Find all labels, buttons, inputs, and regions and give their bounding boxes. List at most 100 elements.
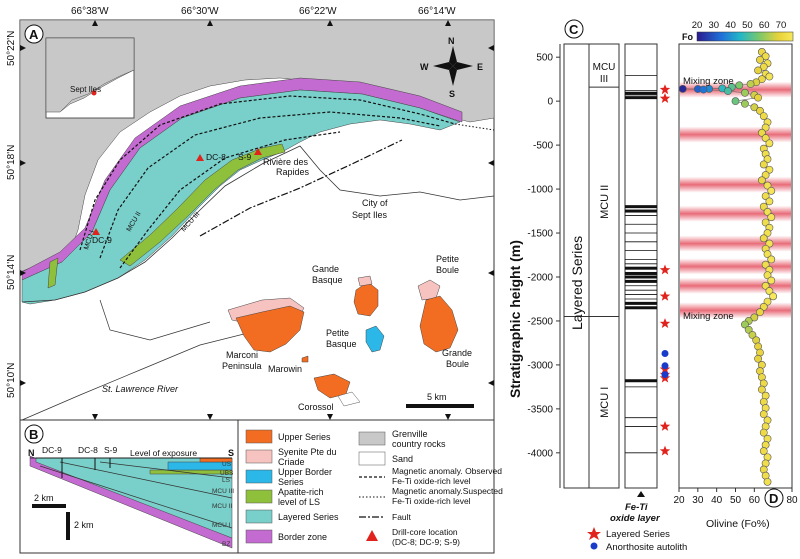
y-tick-label: -3500 xyxy=(527,404,553,415)
olivine-point xyxy=(744,325,753,334)
label-petite-basque-2: Basque xyxy=(326,339,357,349)
lat-label-1: 50°18'N xyxy=(6,145,17,180)
section-dc8: DC-8 xyxy=(78,445,98,455)
legend-drill-1: Drill-core location xyxy=(392,527,458,537)
magnetic-anomaly-observed-3 xyxy=(119,131,341,269)
anorthosite-dot xyxy=(661,371,669,379)
colorbar-tick-label: 60 xyxy=(759,20,770,31)
grande-boule xyxy=(419,295,459,353)
olivine-point xyxy=(759,202,768,211)
section-dc9: DC-9 xyxy=(42,445,62,455)
section-layer-ls: LS xyxy=(222,477,231,484)
petite-basque xyxy=(365,325,385,353)
label-city-2: Sept Iles xyxy=(352,210,388,220)
olivine-point xyxy=(746,80,755,88)
column-ylabel: Stratigraphic height (m) xyxy=(507,240,523,398)
olivine-xlabel: Olivine (Fo%) xyxy=(706,518,770,530)
label-river: St. Lawrence River xyxy=(102,384,179,394)
legend-drill-2: (DC-8; DC-9; S-9) xyxy=(392,537,460,547)
colorbar-tick-label: 20 xyxy=(692,20,703,31)
legend-swatch-grenville xyxy=(358,431,386,446)
label-grande-boule-1: Grande xyxy=(442,348,472,358)
section-s9: S-9 xyxy=(104,445,118,455)
legend-label-apatite: Apatite-rich xyxy=(278,487,324,497)
olivine-point xyxy=(763,297,772,306)
olivine-point xyxy=(750,313,759,322)
y-tick-label: 500 xyxy=(536,53,553,64)
olivine-point xyxy=(765,139,774,148)
legend-swatch-border xyxy=(245,529,273,544)
legend-star-label: Layered Series xyxy=(606,529,670,540)
label-s9: S-9 xyxy=(238,152,252,162)
x-tick-label: 20 xyxy=(673,495,685,506)
river-line xyxy=(21,329,261,421)
y-tick-label: -1500 xyxy=(527,229,553,240)
legend-swatch-layered xyxy=(245,509,273,524)
lon-label-0: 66°38'W xyxy=(71,6,109,17)
layered-series-star xyxy=(659,264,671,275)
panel-label-d: D xyxy=(769,491,778,506)
olivine-points xyxy=(678,48,778,486)
section-layer-mcu2: MCU II xyxy=(212,503,232,510)
panel-label-a-circle xyxy=(24,24,44,44)
oxide-layer xyxy=(625,205,657,209)
marowin xyxy=(301,355,309,363)
colorbar-tick-label: 50 xyxy=(742,20,753,31)
oxide-layer xyxy=(625,91,657,95)
olivine-point xyxy=(759,428,768,437)
marconi-upper xyxy=(235,305,305,353)
mixing-band xyxy=(680,277,791,294)
mixing-zone-label: Mixing zone xyxy=(683,76,734,87)
x-tick-label: 50 xyxy=(730,495,742,506)
olivine-point xyxy=(759,160,768,169)
colorbar-ticks: 20 30 40 50 60 70 xyxy=(692,20,787,31)
section-layer-bz: BZ xyxy=(222,541,230,548)
section-layer-us: US xyxy=(222,461,232,468)
y-tick-label: -3000 xyxy=(527,360,553,371)
olivine-point xyxy=(763,250,772,259)
oxide-layer xyxy=(625,275,657,279)
layered-series-star xyxy=(659,93,671,103)
apatite-level-west xyxy=(47,257,59,289)
olivine-point xyxy=(765,239,774,248)
olivine-point xyxy=(767,213,776,222)
panel-label-b-circle xyxy=(24,424,44,444)
lon-label-1: 66°30'W xyxy=(181,6,219,17)
label-city-1: City of xyxy=(362,198,388,208)
olivine-point xyxy=(741,99,749,108)
petite-boule-sy xyxy=(417,279,441,301)
shoreline xyxy=(21,145,495,303)
olivine-point xyxy=(761,123,770,132)
oxide-layer xyxy=(625,306,657,310)
label-petite-boule-2: Boule xyxy=(436,265,459,275)
legend-drill-marker xyxy=(366,530,378,541)
olivine-point xyxy=(761,171,770,179)
olivine-point xyxy=(765,197,774,206)
oxide-layer xyxy=(625,379,657,383)
olivine-point xyxy=(678,84,687,93)
layered-series-star xyxy=(659,290,671,301)
oxide-layer xyxy=(625,271,657,275)
inset-sept-iles-label: Sept Iles xyxy=(70,85,101,94)
olivine-point xyxy=(761,134,770,142)
legend-star-icon xyxy=(587,527,601,540)
olivine-point xyxy=(761,52,770,61)
column-frame xyxy=(563,43,620,489)
olivine-point xyxy=(757,176,766,185)
y-tick-label: -500 xyxy=(533,141,553,152)
magnetic-anomaly-observed-1 xyxy=(79,95,456,251)
legend-label-layered: Layered Series xyxy=(278,512,339,522)
section-n: N xyxy=(28,448,35,458)
label-gande-basque-2: Basque xyxy=(312,275,343,285)
map-panel: Sept Iles DC-8 S-9 DC-9 Rivière des Rapi… xyxy=(6,6,495,421)
section-layer-mcu1: MCU I xyxy=(212,522,231,529)
lat-label-0: 50°22'N xyxy=(6,31,17,66)
map-ticks xyxy=(20,20,494,420)
section-exposure: Level of exposure xyxy=(130,448,197,458)
colorbar-tick-label: 70 xyxy=(776,20,787,31)
olivine-point xyxy=(767,255,776,264)
label-grande-boule-2: Boule xyxy=(446,359,469,369)
olivine-point xyxy=(767,276,776,285)
